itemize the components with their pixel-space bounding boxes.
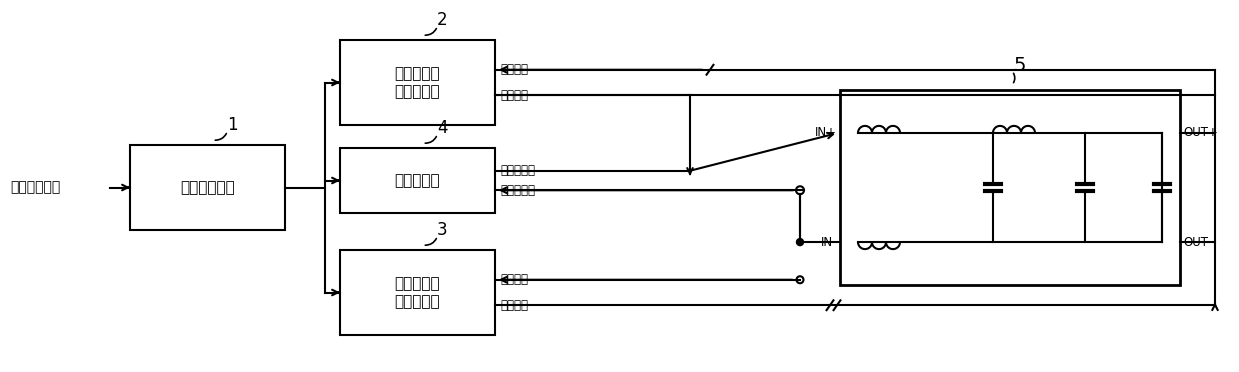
FancyArrowPatch shape (425, 137, 436, 143)
Text: 5: 5 (1014, 55, 1026, 74)
Text: 恒流输出: 恒流输出 (501, 299, 528, 312)
Text: 2: 2 (437, 11, 447, 29)
FancyArrowPatch shape (1014, 73, 1015, 83)
Text: 4: 4 (437, 119, 447, 137)
Bar (339, 250, 496, 335)
Text: IN+: IN+ (815, 126, 838, 140)
Bar (339, 148, 496, 213)
Text: 恒流返回: 恒流返回 (501, 63, 528, 76)
Text: 恒压源电路: 恒压源电路 (395, 173, 440, 188)
FancyArrowPatch shape (425, 29, 436, 35)
FancyArrowPatch shape (425, 238, 436, 245)
Bar (130, 145, 285, 230)
Text: 隔离供电电路: 隔离供电电路 (180, 180, 235, 195)
Text: 恒流输出: 恒流输出 (501, 89, 528, 102)
Text: 外部交流输入: 外部交流输入 (10, 180, 61, 195)
Text: OUT-: OUT- (1183, 235, 1212, 248)
Text: 1: 1 (227, 116, 238, 134)
Circle shape (797, 238, 804, 246)
Text: IN-: IN- (820, 235, 838, 248)
Text: 恒流返回: 恒流返回 (501, 273, 528, 286)
Bar (339, 40, 496, 125)
Text: 恒压输出负: 恒压输出负 (501, 184, 535, 197)
Bar (840, 90, 1180, 285)
FancyArrowPatch shape (216, 134, 227, 140)
Text: OUT+: OUT+ (1183, 126, 1218, 140)
Text: 恒压输出正: 恒压输出正 (501, 164, 535, 177)
Text: 第二负反馈
恒流源电路: 第二负反馈 恒流源电路 (395, 276, 440, 309)
Text: 3: 3 (437, 221, 447, 239)
Text: 第一负反馈
恒流源电路: 第一负反馈 恒流源电路 (395, 66, 440, 99)
